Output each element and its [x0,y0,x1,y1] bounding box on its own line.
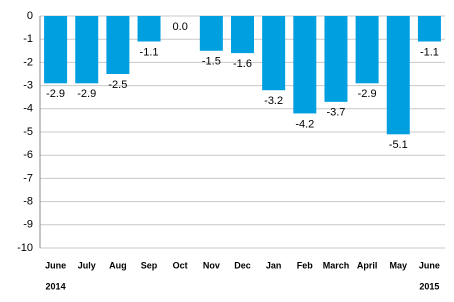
value-label: -1.5 [202,56,221,68]
y-tick-label: -2 [23,56,33,68]
x-tick-label: June [45,260,66,270]
value-label: -2.9 [46,88,65,100]
x-tick-label: May [390,260,408,270]
x-tick-label: Nov [203,260,220,270]
bar [231,16,254,54]
y-tick-label: -4 [23,103,33,115]
x-tick-label: July [78,260,96,270]
y-tick-label: -9 [23,219,33,231]
y-tick-label: 0 [27,10,33,22]
y-tick-label: -6 [23,149,33,161]
x-tick-label: March [323,260,350,270]
x-tick-label: April [357,260,378,270]
value-label: -2.9 [358,88,377,100]
bar [262,16,286,91]
value-label: -4.2 [295,118,314,130]
x-tick-label: Sep [141,260,158,270]
bar [106,16,130,74]
value-label: -1.1 [420,46,439,58]
bar [324,16,348,102]
value-label: -2.5 [108,79,127,91]
year-label: 2015 [419,281,439,291]
y-tick-label: -8 [23,196,33,208]
bar [44,16,68,84]
y-tick-label: -10 [17,242,33,254]
x-tick-label: June [419,260,440,270]
value-label: -2.9 [77,88,96,100]
y-tick-label: -5 [23,126,33,138]
x-tick-label: Feb [297,260,314,270]
bar [386,16,410,135]
x-tick-label: Aug [109,260,127,270]
bar [137,16,161,42]
bar [199,16,223,51]
value-label: -3.7 [326,107,345,119]
bar [355,16,379,84]
y-tick-label: -3 [23,80,33,92]
bar [417,16,441,42]
value-label: -1.6 [233,58,252,70]
y-tick-label: -7 [23,172,33,184]
x-tick-label: Dec [234,260,251,270]
bar [75,16,99,84]
value-label: 0.0 [173,21,188,33]
year-label: 2014 [46,281,66,291]
x-tick-label: Oct [173,260,188,270]
x-tick-label: Jan [266,260,282,270]
value-label: -5.1 [389,139,408,151]
value-label: -1.1 [140,46,159,58]
bar [293,16,317,114]
value-label: -3.2 [264,95,283,107]
y-tick-label: -1 [23,33,33,45]
